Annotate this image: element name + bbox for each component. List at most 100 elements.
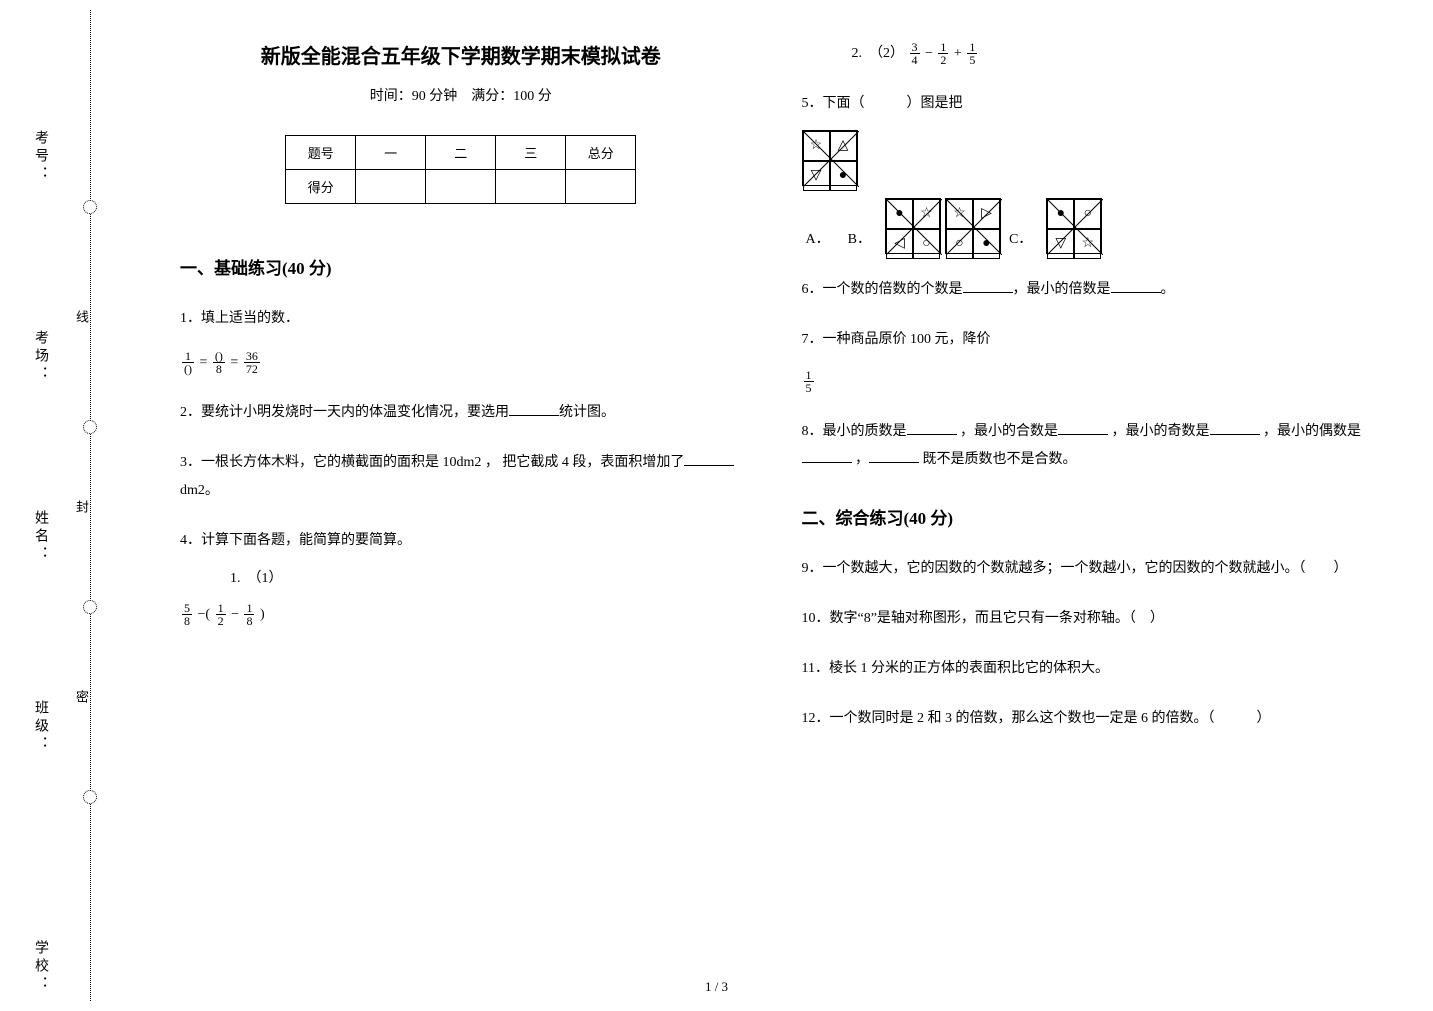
blank — [1058, 421, 1108, 435]
blank — [684, 452, 734, 466]
question-3: 3．一根长方体木料，它的横截面的面积是 10dm2 ， 把它截成 4 段，表面积… — [180, 449, 742, 505]
fraction: 1() — [182, 350, 194, 375]
question-1: 1．填上适当的数． 1() = ()8 = 3672 — [180, 305, 742, 377]
question-10: 10．数字“8”是轴对称图形，而且它只有一条对称轴。（ ） — [802, 605, 1364, 633]
q4-item1-label: 1. （1） — [230, 565, 742, 593]
binding-circle — [83, 420, 97, 434]
question-2-text-b: 统计图。 — [559, 405, 615, 420]
blank — [802, 449, 852, 463]
score-cell — [566, 170, 636, 204]
binding-label-class: 班级： — [30, 700, 50, 754]
fraction: 15 — [967, 41, 977, 66]
option-b-figure2 — [945, 198, 1001, 254]
left-column: 新版全能混合五年级下学期数学期末模拟试卷 时间：90 分钟 满分：100 分 题… — [150, 40, 772, 991]
binding-label-room: 考场： — [30, 330, 50, 384]
binding-label-examno: 考号： — [30, 130, 50, 184]
question-1-label: 1．填上适当的数． — [180, 305, 742, 333]
q8a: 8．最小的质数是 — [802, 424, 907, 439]
question-11: 11．棱长 1 分米的正方体的表面积比它的体积大。 — [802, 655, 1364, 683]
q6b: ，最小的倍数是 — [1013, 282, 1111, 297]
binding-inner-xian: 线 — [72, 310, 91, 341]
blank — [1111, 279, 1161, 293]
content: 新版全能混合五年级下学期数学期末模拟试卷 时间：90 分钟 满分：100 分 题… — [110, 0, 1433, 1011]
page-number: 1 / 3 — [0, 979, 1433, 995]
paper-title: 新版全能混合五年级下学期数学期末模拟试卷 — [180, 40, 742, 69]
table-row: 题号 一 二 三 总分 — [286, 136, 636, 170]
question-7: 7．一种商品原价 100 元，降价 15 — [802, 326, 1364, 396]
q8f: 既不是质数也不是合数。 — [923, 452, 1077, 467]
q6c: 。 — [1161, 282, 1175, 297]
blank — [963, 279, 1013, 293]
question-4: 4．计算下面各题，能简算的要简算。 1. （1） 58 −( 12 − 18 ) — [180, 527, 742, 629]
section-1-title: 一、基础练习(40 分) — [180, 254, 742, 279]
paper-subtitle: 时间：90 分钟 满分：100 分 — [180, 85, 742, 105]
option-c-label: C． — [1009, 226, 1032, 254]
op-text: −( — [198, 607, 211, 622]
binding-circle — [83, 600, 97, 614]
score-cell — [496, 170, 566, 204]
q4-item2: 2. （2） 34 − 12 + 15 — [802, 40, 1364, 68]
question-4-label: 4．计算下面各题，能简算的要简算。 — [180, 527, 742, 555]
fraction: 58 — [182, 602, 192, 627]
equals-sign: = — [230, 355, 238, 370]
q7-text: 7．一种商品原价 100 元，降价 — [802, 326, 1364, 354]
q6a: 6．一个数的倍数的个数是 — [802, 282, 963, 297]
fraction: 18 — [244, 602, 254, 627]
op-text: − — [925, 46, 933, 61]
equals-sign: = — [200, 355, 208, 370]
section-2-title: 二、综合练习(40 分) — [802, 504, 1364, 529]
q4-item2-label: 2. （2） — [852, 46, 905, 61]
question-2: 2．要统计小明发烧时一天内的体温变化情况，要选用 统计图。 — [180, 399, 742, 427]
fraction: 12 — [216, 602, 226, 627]
grid-icon — [802, 130, 858, 186]
fraction: 12 — [938, 41, 948, 66]
question-5: 5．下面（ ）图是把 A． B． — [802, 90, 1364, 254]
blank — [869, 449, 919, 463]
question-2-text-a: 2．要统计小明发烧时一天内的体温变化情况，要选用 — [180, 405, 509, 420]
q5-original-figure — [802, 130, 1364, 186]
binding-circle — [83, 790, 97, 804]
blank — [509, 402, 559, 416]
fraction: 34 — [910, 41, 920, 66]
question-5-text: 5．下面（ ）图是把 — [802, 90, 1364, 118]
op-text: − — [231, 607, 239, 622]
binding-inner-feng: 封 — [72, 500, 91, 531]
table-row: 得分 — [286, 170, 636, 204]
score-table: 题号 一 二 三 总分 得分 — [285, 135, 636, 204]
score-cell: 一 — [356, 136, 426, 170]
q8b: ，最小的合数是 — [960, 424, 1058, 439]
q8c: ，最小的奇数是 — [1112, 424, 1210, 439]
blank — [907, 421, 957, 435]
binding-inner-mi: 密 — [72, 690, 91, 721]
question-3-text-b: dm2。 — [180, 483, 219, 498]
page: 考号： 考场： 姓名： 班级： 学校： 线 封 密 新版全能混合五年级下学期数学… — [0, 0, 1433, 1011]
question-1-eq: 1() = ()8 = 3672 — [180, 349, 742, 377]
op-text: ) — [260, 607, 265, 622]
question-9: 9．一个数越大，它的因数的个数就越多；一个数越小，它的因数的个数就越小。（ ） — [802, 555, 1364, 583]
q8e: ， — [855, 452, 869, 467]
score-cell: 总分 — [566, 136, 636, 170]
option-a-label: A． — [806, 226, 830, 254]
binding-circle — [83, 200, 97, 214]
q5-options: A． B． — [802, 198, 1103, 254]
score-cell — [426, 170, 496, 204]
question-12: 12．一个数同时是 2 和 3 的倍数，那么这个数也一定是 6 的倍数。（ ） — [802, 705, 1364, 733]
q4-item1-expr: 58 −( 12 − 18 ) — [180, 601, 742, 629]
fraction: 3672 — [244, 350, 260, 375]
q8d: ，最小的偶数是 — [1263, 424, 1361, 439]
score-cell: 题号 — [286, 136, 356, 170]
option-b-label: B． — [848, 226, 871, 254]
score-cell: 得分 — [286, 170, 356, 204]
question-6: 6．一个数的倍数的个数是 ，最小的倍数是 。 — [802, 276, 1364, 304]
question-3-text-a: 3．一根长方体木料，它的横截面的面积是 10dm2 ， 把它截成 4 段，表面积… — [180, 455, 684, 470]
option-c-figure — [1046, 198, 1102, 254]
q7-frac: 15 — [802, 368, 1364, 396]
binding-edge: 考号： 考场： 姓名： 班级： 学校： 线 封 密 — [0, 0, 110, 1011]
score-cell: 二 — [426, 136, 496, 170]
score-cell: 三 — [496, 136, 566, 170]
question-8: 8．最小的质数是 ，最小的合数是 ，最小的奇数是 ，最小的偶数是 ， 既不是质数… — [802, 418, 1364, 474]
binding-label-name: 姓名： — [30, 510, 50, 564]
fraction: ()8 — [213, 350, 225, 375]
score-cell — [356, 170, 426, 204]
option-b-figure — [885, 198, 941, 254]
